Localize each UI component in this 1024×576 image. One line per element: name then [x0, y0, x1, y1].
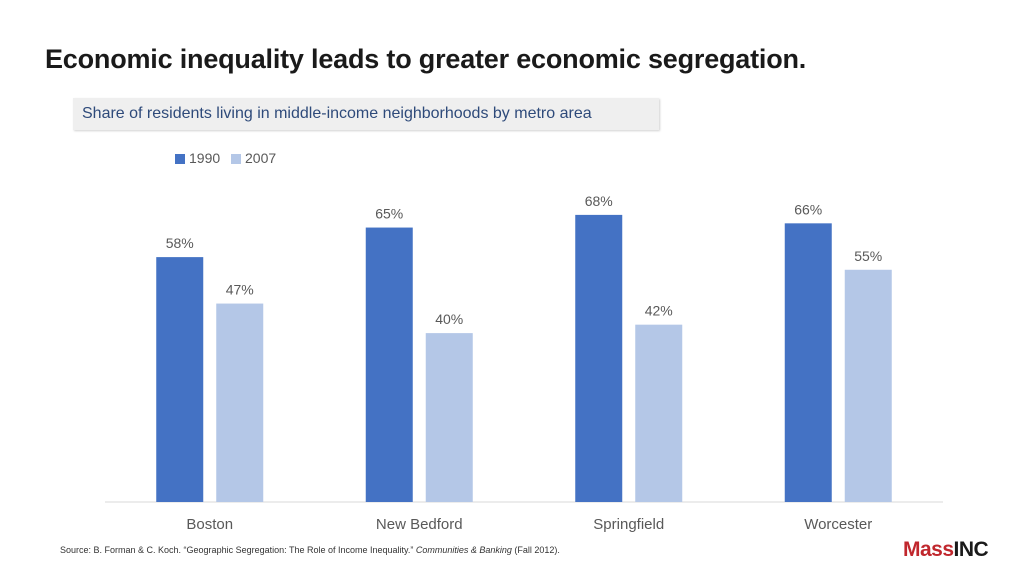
x-tick-label-springfield: Springfield [593, 516, 664, 533]
data-label-boston-2007: 47% [226, 282, 254, 298]
legend-label-2007: 2007 [245, 150, 277, 166]
bar-worcester-2007 [844, 269, 892, 502]
source-suffix: (Fall 2012). [511, 545, 560, 555]
bar-new-bedford-2007 [425, 333, 473, 502]
data-label-boston-1990: 58% [166, 235, 194, 251]
bar-worcester-1990 [784, 223, 832, 503]
data-label-new-bedford-2007: 40% [435, 311, 463, 327]
logo-mass: Mass [903, 538, 954, 561]
data-label-worcester-2007: 55% [854, 248, 882, 264]
data-label-new-bedford-1990: 65% [375, 206, 403, 222]
source-prefix: Source: B. Forman & C. Koch. “Geographic… [60, 545, 416, 555]
bar-springfield-2007 [635, 324, 683, 502]
source-citation: Source: B. Forman & C. Koch. “Geographic… [60, 545, 560, 555]
data-label-springfield-2007: 42% [645, 303, 673, 319]
data-label-worcester-1990: 66% [794, 201, 822, 217]
logo-inc: INC [953, 538, 989, 561]
massinc-logo: MassINC [903, 538, 989, 562]
legend-swatch-2007 [231, 154, 241, 164]
bar-boston-1990 [156, 257, 204, 502]
x-tick-label-new-bedford: New Bedford [376, 516, 463, 533]
bar-springfield-1990 [575, 214, 623, 502]
bar-boston-2007 [216, 303, 264, 502]
legend-swatch-1990 [175, 154, 185, 164]
data-label-springfield-1990: 68% [585, 193, 613, 209]
x-tick-label-worcester: Worcester [804, 516, 872, 533]
page-title: Economic inequality leads to greater eco… [45, 44, 807, 74]
bar-new-bedford-1990 [365, 227, 413, 503]
legend-label-1990: 1990 [189, 150, 221, 166]
chart-subtitle: Share of residents living in middle-inco… [82, 105, 592, 122]
source-publication: Communities & Banking [415, 545, 512, 555]
chart-subtitle-box: Share of residents living in middle-inco… [73, 98, 659, 130]
x-tick-label-boston: Boston [186, 516, 233, 533]
